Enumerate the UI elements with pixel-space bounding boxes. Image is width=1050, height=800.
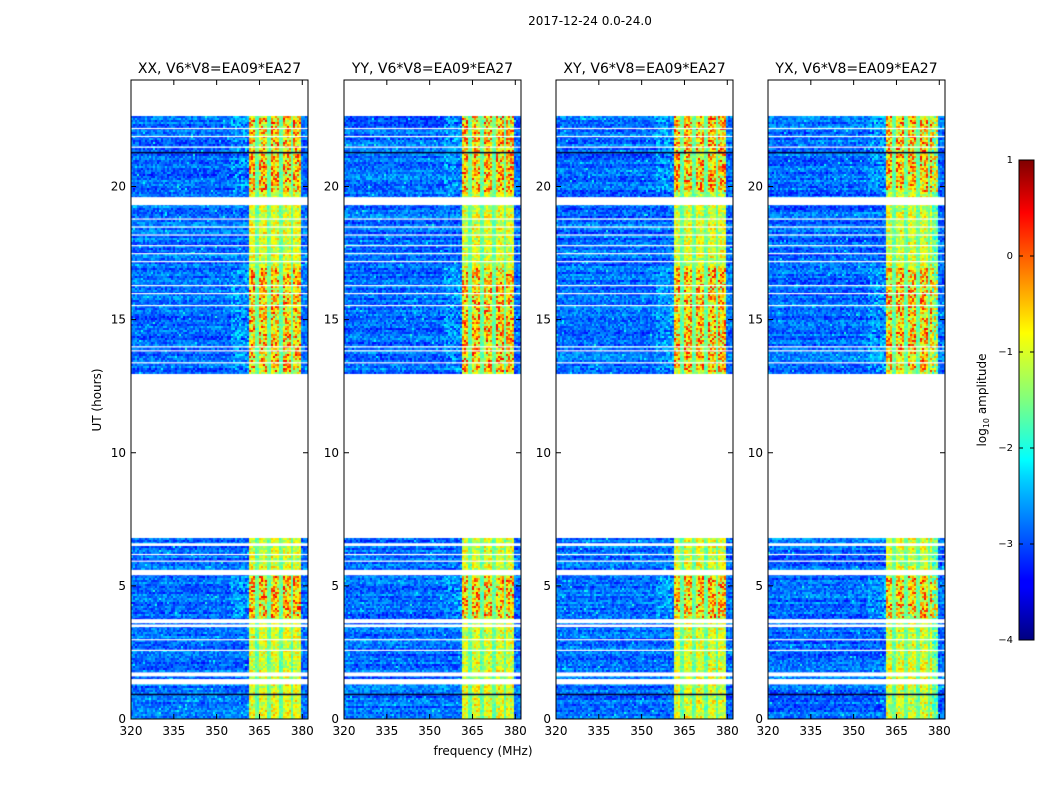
y-tick-label: 20 [536,180,551,194]
heatmap-image [344,80,521,719]
x-tick-label: 320 [757,724,780,738]
y-tick-label: 0 [755,712,763,726]
y-tick-label: 5 [331,579,339,593]
x-tick-label: 350 [842,724,865,738]
y-tick-label: 10 [748,446,763,460]
colorbar-bar [1018,159,1035,641]
x-tick-label: 380 [716,724,739,738]
y-tick-label: 20 [111,180,126,194]
x-axis-label: frequency (MHz) [433,744,532,758]
y-tick-label: 0 [543,712,551,726]
panel-title: XX, V6*V8=EA09*EA27 [138,61,301,77]
x-tick-label: 350 [205,724,228,738]
suptitle: 2017-12-24 0.0-24.0 [528,14,652,28]
panel-frame [343,79,522,720]
colorbar-tick-label: 1 [1007,155,1013,166]
x-tick-label: 335 [375,724,398,738]
y-tick-label: 5 [755,579,763,593]
y-tick-label: 20 [324,180,339,194]
x-tick-label: 365 [248,724,271,738]
colorbar-tick-label: −4 [998,635,1013,646]
x-tick-label: 320 [333,724,356,738]
colorbar-label: log10 amplitude [975,354,991,447]
panel-frame [130,79,309,720]
y-tick-label: 15 [536,313,551,327]
x-tick-label: 335 [587,724,610,738]
x-tick-label: 320 [545,724,568,738]
heatmap-image [131,80,308,719]
x-tick-label: 335 [799,724,822,738]
x-tick-label: 365 [461,724,484,738]
panel-title: YX, V6*V8=EA09*EA27 [774,61,937,77]
x-tick-label: 380 [928,724,951,738]
x-tick-label: 350 [630,724,653,738]
colorbar-tick-label: −3 [998,539,1013,550]
y-tick-label: 10 [536,446,551,460]
y-tick-label: 20 [748,180,763,194]
y-tick-label: 15 [748,313,763,327]
heatmap-image [768,80,945,719]
x-tick-label: 365 [885,724,908,738]
panel-1: XX, V6*V8=EA09*EA27 320 335 350 365 380 0 5 10 15… [111,61,314,738]
y-tick-label: 0 [118,712,126,726]
panel-frame [767,79,946,720]
y-tick-label: 5 [543,579,551,593]
y-tick-label: 10 [324,446,339,460]
x-tick-label: 380 [504,724,527,738]
x-tick-label: 365 [673,724,696,738]
panel-3: XY, V6*V8=EA09*EA27 320 335 350 365 380 0 5 10 15… [536,61,739,738]
y-tick-label: 15 [111,313,126,327]
panel-2: YY, V6*V8=EA09*EA27 320 335 350 365 380 0 5 10 15… [324,61,527,738]
colorbar-tick-label: −2 [998,443,1013,454]
panel-frame [555,79,734,720]
x-tick-label: 380 [291,724,314,738]
y-tick-label: 0 [331,712,339,726]
y-tick-label: 5 [118,579,126,593]
panel-4: YX, V6*V8=EA09*EA27 320 335 350 365 380 0 5 10 15… [748,61,951,738]
colorbar-tick-label: 0 [1007,251,1013,262]
y-axis-label: UT (hours) [90,368,104,431]
y-tick-label: 15 [324,313,339,327]
panel-title: YY, V6*V8=EA09*EA27 [351,61,513,77]
x-tick-label: 350 [418,724,441,738]
x-tick-label: 320 [120,724,143,738]
panel-title: XY, V6*V8=EA09*EA27 [563,61,725,77]
y-tick-label: 10 [111,446,126,460]
heatmap-image [556,80,733,719]
x-tick-label: 335 [162,724,185,738]
colorbar-tick-label: −1 [998,347,1013,358]
